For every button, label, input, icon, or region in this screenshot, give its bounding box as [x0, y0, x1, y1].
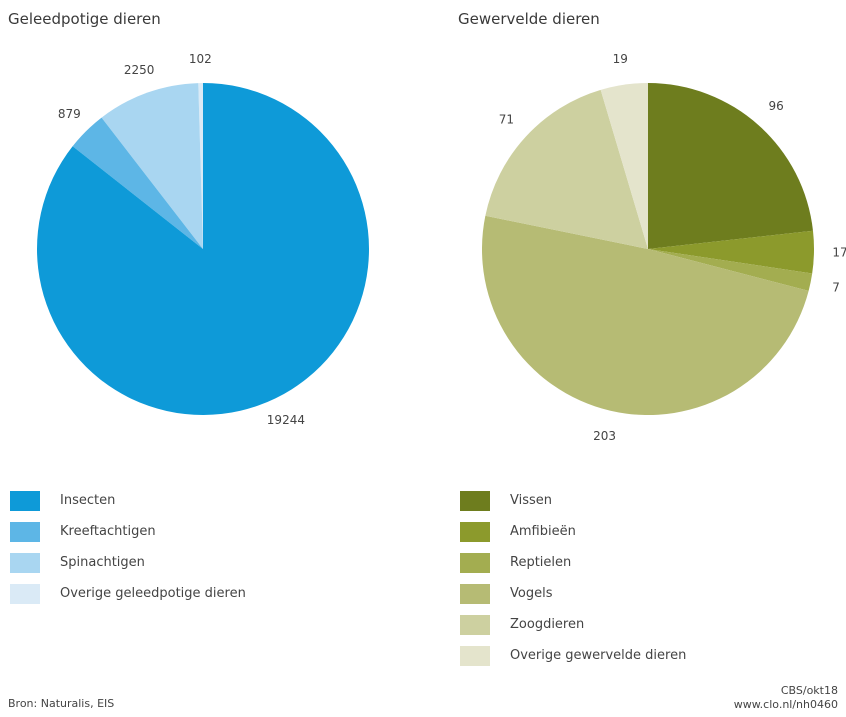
legend-geleedpotige: Insecten Kreeftachtigen Spinachtigen Overig…: [10, 491, 246, 615]
pie-slice-amfibieen: [648, 230, 815, 274]
legend-swatch: [460, 553, 490, 573]
legend-item-overige-gewervelde-dieren: Overige gewervelde dieren: [460, 646, 686, 677]
value-label-reptielen: 7: [832, 280, 840, 294]
value-label-kreeftachtigen: 879: [58, 107, 81, 121]
pie-slice-reptielen: [648, 249, 813, 291]
pie-charts: 102 2250 879 19244 96 17 7 203 71 19: [37, 52, 846, 443]
value-label-amfibieen: 17: [832, 246, 846, 260]
legend-swatch: [10, 553, 40, 573]
legend-swatch: [460, 646, 490, 666]
value-label-overige-gewervelde-dieren: 19: [613, 52, 628, 66]
legend-item-zoogdieren: Zoogdieren: [460, 615, 686, 646]
legend-gewervelde: Vissen Amfibieën Reptielen Vogels Zoogdieren…: [460, 491, 686, 677]
legend-label: Overige gewervelde dieren: [510, 648, 687, 663]
legend-label: Vogels: [510, 586, 553, 601]
value-label-overige-geleedpotige-dieren: 102: [189, 52, 212, 66]
value-label-insecten: 19244: [267, 413, 305, 427]
legend-label: Spinachtigen: [60, 555, 145, 570]
pie-slice-spinachtigen: [101, 83, 203, 249]
value-label-vissen: 96: [768, 99, 783, 113]
legend-item-overige-geleedpotige-dieren: Overige geleedpotige dieren: [10, 584, 246, 615]
pie-slice-insecten: [37, 83, 370, 415]
legend-item-spinachtigen: Spinachtigen: [10, 553, 246, 584]
legend-item-kreeftachtigen: Kreeftachtigen: [10, 522, 246, 553]
pie-slice-overige-gewervelde-dieren: [600, 83, 648, 249]
legend-label: Amfibieën: [510, 524, 576, 539]
legend-item-amfibieen: Amfibieën: [460, 522, 686, 553]
legend-swatch: [460, 615, 490, 635]
legend-label: Overige geleedpotige dieren: [60, 586, 246, 601]
value-label-zoogdieren: 71: [499, 112, 514, 126]
legend-swatch: [460, 522, 490, 542]
pie-slice-vogels: [481, 215, 809, 416]
legend-swatch: [460, 491, 490, 511]
pie-slice-zoogdieren: [485, 89, 648, 249]
credit-note: CBS/okt18 www.clo.nl/nh0460: [734, 684, 838, 712]
chart-title-gewervelde: Gewervelde dieren: [458, 10, 600, 28]
legend-item-vissen: Vissen: [460, 491, 686, 522]
value-label-spinachtigen: 2250: [124, 63, 155, 77]
legend-swatch: [10, 491, 40, 511]
legend-swatch: [10, 584, 40, 604]
credit-line-1: CBS/okt18: [780, 684, 838, 697]
legend-swatch: [460, 584, 490, 604]
legend-item-reptielen: Reptielen: [460, 553, 686, 584]
pie-slice-kreeftachtigen: [72, 117, 203, 249]
credit-line-2: www.clo.nl/nh0460: [733, 698, 838, 711]
legend-label: Reptielen: [510, 555, 572, 570]
value-label-vogels: 203: [593, 429, 616, 443]
legend-label: Insecten: [60, 493, 116, 508]
pie-slice-overige-geleedpotige-dieren: [198, 83, 203, 249]
chart-title-geleedpotige: Geleedpotige dieren: [8, 10, 161, 28]
source-note: Bron: Naturalis, EIS: [8, 697, 115, 710]
legend-label: Vissen: [510, 493, 553, 508]
legend-item-insecten: Insecten: [10, 491, 246, 522]
legend-label: Kreeftachtigen: [60, 524, 156, 539]
pie-slice-vissen: [648, 83, 813, 249]
legend-swatch: [10, 522, 40, 542]
legend-item-vogels: Vogels: [460, 584, 686, 615]
legend-label: Zoogdieren: [510, 617, 585, 632]
